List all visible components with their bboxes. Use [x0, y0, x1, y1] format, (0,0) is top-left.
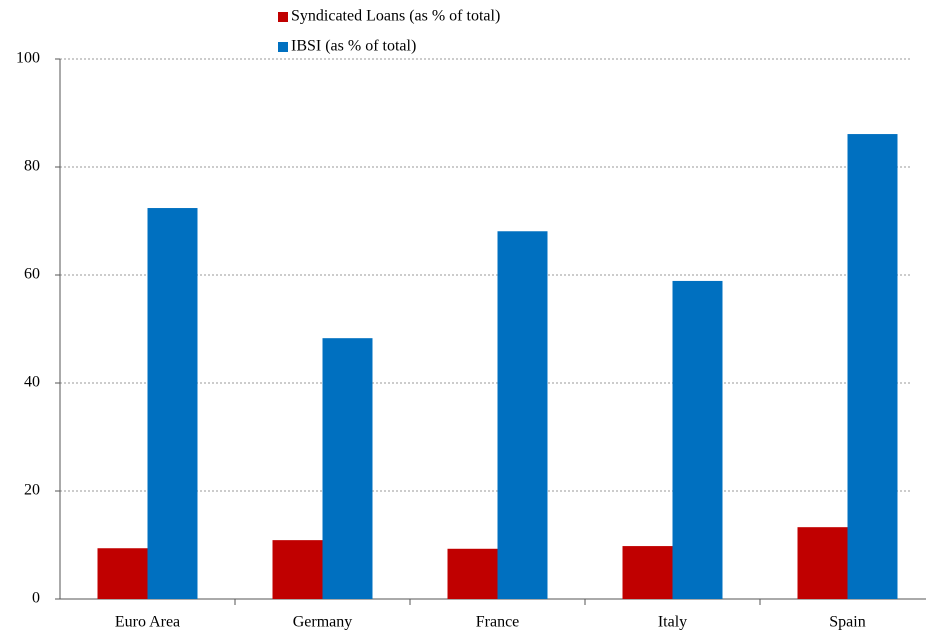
x-tick-label: Germany	[293, 614, 353, 631]
y-tick-label: 100	[16, 50, 40, 67]
bar	[672, 280, 723, 599]
legend-swatch	[278, 12, 288, 22]
bar	[797, 527, 848, 599]
bar	[847, 134, 898, 599]
x-tick-label: Spain	[829, 614, 865, 631]
y-tick-label: 20	[24, 482, 40, 499]
bar	[497, 231, 548, 599]
x-tick-label: Italy	[658, 614, 687, 631]
y-tick-label: 0	[32, 590, 40, 607]
bar	[272, 540, 323, 599]
legend-label: IBSI (as % of total)	[291, 38, 416, 55]
bar	[322, 338, 373, 599]
y-tick-label: 40	[24, 374, 40, 391]
legend-label: Syndicated Loans (as % of total)	[291, 8, 500, 25]
x-tick-label: Euro Area	[115, 614, 180, 631]
bar	[147, 208, 198, 600]
bar	[447, 548, 498, 599]
legend-swatch	[278, 42, 288, 52]
bar	[622, 546, 673, 599]
y-tick-label: 80	[24, 158, 40, 175]
bar	[97, 548, 148, 599]
y-tick-label: 60	[24, 266, 40, 283]
x-tick-label: France	[476, 614, 520, 631]
